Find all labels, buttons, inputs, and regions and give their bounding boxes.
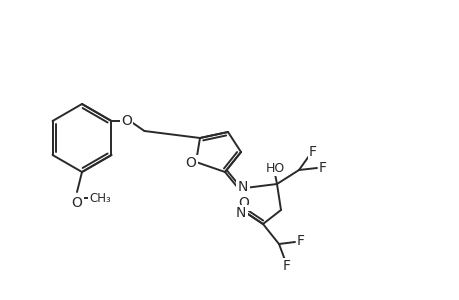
- Text: N: N: [237, 180, 248, 194]
- Text: F: F: [297, 234, 304, 248]
- Text: CH₃: CH₃: [89, 191, 111, 205]
- Text: O: O: [185, 156, 196, 170]
- Text: F: F: [318, 161, 326, 175]
- Text: O: O: [72, 196, 82, 210]
- Text: F: F: [282, 259, 291, 273]
- Text: O: O: [121, 114, 132, 128]
- Text: N: N: [235, 206, 246, 220]
- Text: HO: HO: [265, 161, 284, 175]
- Text: O: O: [238, 196, 249, 210]
- Text: F: F: [308, 145, 316, 159]
